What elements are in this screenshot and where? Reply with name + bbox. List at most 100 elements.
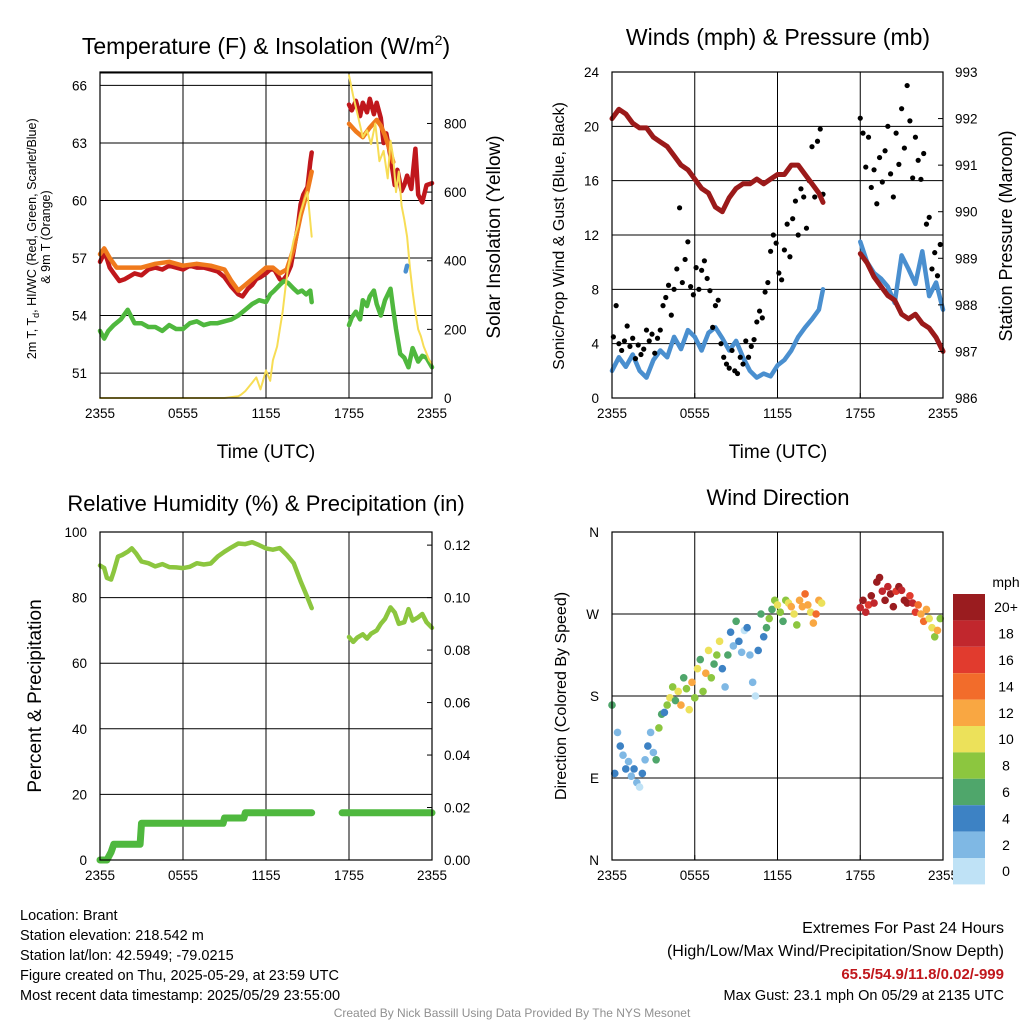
winds-y2-tick-label: 991 [955, 158, 978, 173]
gust-point [632, 356, 639, 362]
humidity-x-tick-label: 2355 [417, 868, 447, 883]
legend-label: 6 [1002, 784, 1010, 800]
direction-y-tick-label: S [590, 689, 599, 704]
legend-swatch [953, 646, 985, 674]
direction-x-tick-label: 1155 [763, 868, 792, 883]
gust-point [649, 331, 655, 337]
winds-y-tick-label: 0 [591, 391, 599, 406]
gust-point [690, 292, 696, 298]
legend-label: 10 [998, 731, 1014, 747]
direction-point [762, 623, 771, 632]
direction-point [867, 591, 876, 600]
humidity-x-tick-label: 1755 [334, 868, 364, 883]
legend-label: 16 [998, 652, 1014, 668]
station-info: Location: Brant Station elevation: 218.5… [20, 906, 340, 1006]
temperature-x-tick-label: 1755 [334, 406, 364, 421]
direction-point [660, 708, 669, 717]
gust-point [923, 221, 930, 227]
legend-swatch [953, 752, 985, 779]
winds-y2-tick-label: 987 [955, 344, 978, 359]
station-latlon: Station lat/lon: 42.5949; -79.0215 [20, 948, 234, 964]
temperature-y-tick-label: 63 [72, 136, 87, 151]
direction-point [779, 617, 787, 626]
gust-point [768, 248, 774, 254]
temperature-y2-tick-label: 800 [444, 116, 467, 131]
direction-point [768, 605, 776, 614]
legend-label: 14 [998, 678, 1014, 694]
temperature-y-axis-label: 2m T, Td, HI/WC (Red, Green, Scarlet/Blu… [25, 115, 53, 359]
gust-point [882, 148, 888, 154]
extremes-subtitle: (High/Low/Max Wind/Precipitation/Snow De… [666, 943, 1004, 960]
gust-point [860, 130, 866, 136]
gust-point [718, 341, 724, 347]
gust-point [638, 351, 644, 358]
gust-point [743, 338, 749, 344]
direction-point [644, 742, 652, 750]
gust-point [904, 82, 910, 89]
extremes-info: Extremes For Past 24 Hours (High/Low/Max… [667, 918, 1004, 1006]
humidity-y-tick-label: 40 [72, 722, 87, 737]
direction-point [884, 582, 892, 591]
legend-label: 20+ [994, 599, 1018, 615]
gust-point [754, 319, 760, 325]
direction-x-tick-label: 2355 [597, 868, 627, 883]
direction-point [693, 664, 702, 673]
gust-point [726, 365, 732, 371]
direction-point [688, 678, 696, 687]
direction-y-tick-label: W [586, 607, 599, 622]
direction-point [776, 608, 785, 616]
direction-x-tick-label: 1755 [845, 868, 875, 883]
direction-point [804, 601, 812, 609]
humidity-y2-tick-label: 0.00 [444, 853, 470, 868]
gust-point [865, 134, 872, 140]
humidity-y2-tick-label: 0.10 [444, 591, 470, 606]
direction-point [787, 602, 796, 611]
direction-point [652, 755, 660, 764]
direction-point [710, 660, 718, 668]
humidity-y2-tick-label: 0.08 [444, 643, 470, 658]
direction-y-tick-label: N [589, 525, 599, 540]
temperature-hi-wc-line [403, 263, 410, 274]
winds-x-tick-label: 1155 [763, 406, 792, 421]
direction-point [809, 619, 818, 627]
winds-x-tick-label: 2355 [597, 406, 627, 421]
humidity-y2-tick-label: 0.02 [444, 801, 470, 816]
direction-point [859, 596, 867, 605]
direction-point [930, 632, 939, 641]
direction-point [613, 728, 622, 737]
gust-point [899, 106, 905, 112]
gust-point [745, 354, 752, 360]
gust-point [723, 361, 730, 367]
legend-swatch [953, 778, 985, 806]
humidity-x-tick-label: 0555 [168, 868, 198, 883]
humidity-panel: Relative Humidity (%) & Precipitation (i… [25, 491, 471, 883]
gust-point [809, 144, 815, 150]
gust-point [685, 239, 691, 245]
gust-point [704, 275, 710, 282]
direction-point [616, 742, 625, 750]
gust-point [679, 279, 685, 286]
direction-point [729, 642, 738, 650]
gust-point [921, 150, 927, 157]
temperature-y-tick-label: 54 [72, 309, 88, 324]
direction-point [856, 603, 865, 612]
winds-y-tick-label: 16 [584, 174, 599, 189]
legend-label: 0 [1002, 863, 1010, 879]
direction-point [735, 637, 743, 646]
gust-point [890, 194, 896, 200]
gust-point [801, 194, 807, 200]
winds-y-tick-label: 20 [584, 119, 599, 134]
temperature-x-tick-label: 2355 [85, 406, 115, 421]
direction-point [641, 755, 649, 764]
direction-x-tick-label: 2355 [928, 868, 958, 883]
credit-line: Created By Nick Bassill Using Data Provi… [333, 1006, 691, 1020]
gust-point [926, 214, 932, 220]
winds-y-tick-label: 4 [591, 337, 599, 352]
winds-y2-tick-label: 993 [955, 65, 978, 80]
humidity-y-tick-label: 60 [72, 656, 87, 671]
direction-point [812, 610, 820, 618]
gust-point [910, 175, 916, 181]
gust-point [857, 115, 863, 121]
legend-swatch [953, 831, 985, 858]
gust-point [790, 216, 796, 222]
